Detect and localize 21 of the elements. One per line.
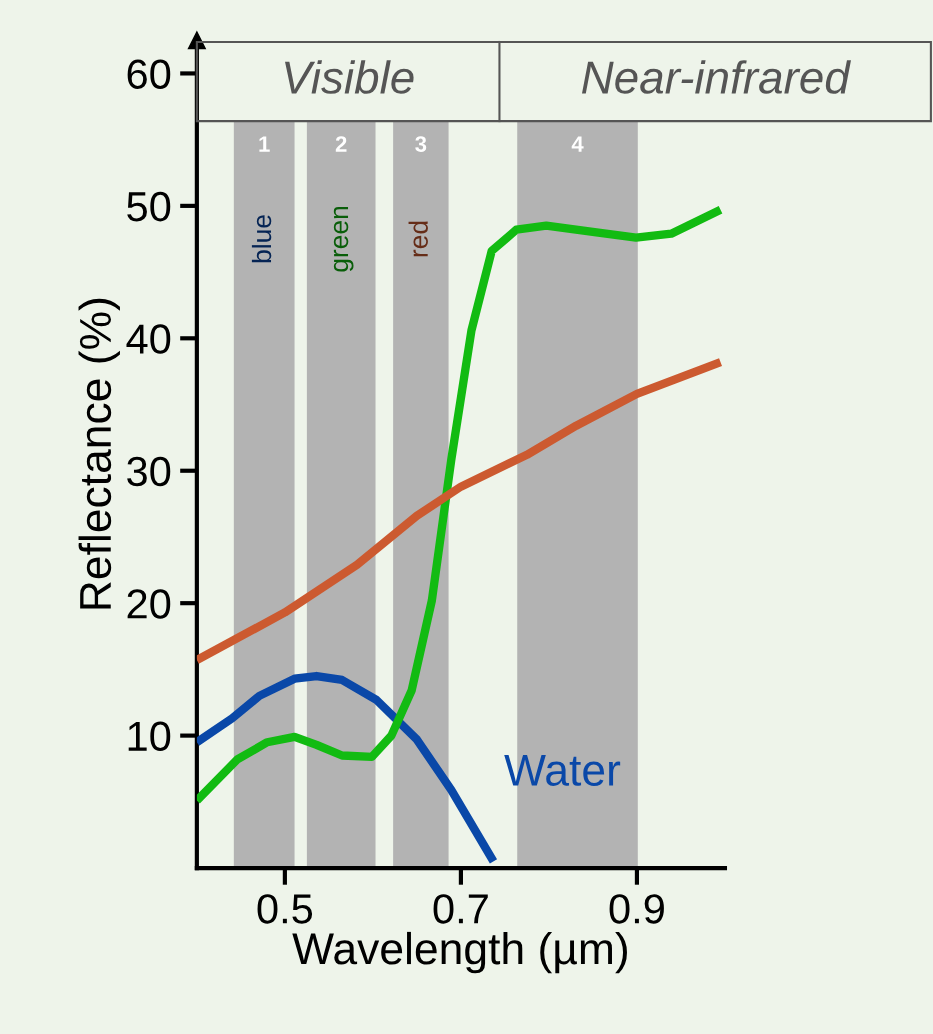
y-tick-label: 40	[126, 324, 171, 354]
band-label: 3	[415, 136, 427, 152]
x-tick-label: 0.9	[609, 894, 664, 924]
x-tick-label: 0.7	[433, 894, 488, 924]
y-tick-label: 60	[127, 59, 171, 89]
band-label: 4	[571, 136, 584, 152]
y-axis-title: Reflectance (%)	[78, 298, 120, 609]
series-label: Water	[504, 754, 621, 786]
annotation: blue	[251, 215, 272, 263]
band-label: 1	[259, 136, 270, 152]
annotation: red	[408, 221, 428, 257]
band-label: 2	[335, 136, 347, 152]
y-tick-label: 50	[127, 191, 171, 222]
x-tick-label: 0.5	[257, 894, 313, 924]
y-tick-label: 30	[127, 456, 171, 487]
x-axis-title: Wavelength (µm)	[292, 931, 627, 974]
y-tick-label: 20	[127, 589, 171, 619]
annotation: Near-infrared	[581, 60, 851, 94]
annotation: Visible	[285, 60, 414, 94]
annotation: green	[333, 206, 354, 272]
y-tick-label: 10	[128, 721, 171, 752]
